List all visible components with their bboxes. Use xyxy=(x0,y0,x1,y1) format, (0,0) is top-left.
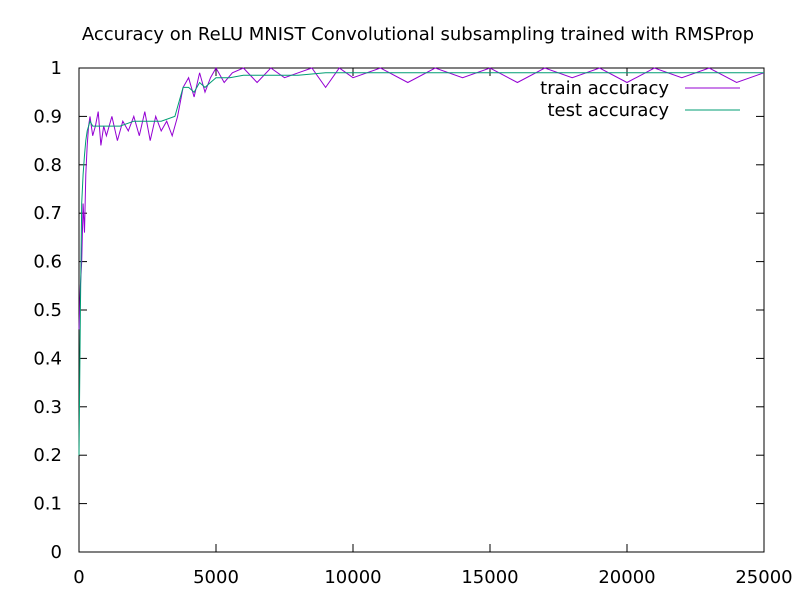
series-lines xyxy=(78,66,765,456)
y-tick-label: 0.4 xyxy=(33,348,62,369)
test-accuracy-line xyxy=(78,72,764,456)
legend-label: test accuracy xyxy=(548,100,670,121)
y-tick-label: 0.9 xyxy=(33,106,62,127)
x-tick-label: 15000 xyxy=(461,567,518,588)
y-tick-label: 0.7 xyxy=(33,203,62,224)
y-tick-label: 0.2 xyxy=(33,445,62,466)
x-tick-label: 20000 xyxy=(598,567,655,588)
axis-ticks: 0 0.1 0.2 0.3 0.4 0.5 0.6 0.7 0.8 0.9 1 0 5000 10000 1… xyxy=(33,58,792,588)
legend-label: train accuracy xyxy=(540,78,669,99)
y-tick-label: 0.8 xyxy=(33,155,62,176)
plot-frame xyxy=(78,67,765,553)
y-tick-label: 0.1 xyxy=(33,494,62,515)
y-tick-label: 0.3 xyxy=(33,397,62,418)
y-tick-label: 0.5 xyxy=(33,300,62,321)
x-tick-label: 0 xyxy=(73,567,84,588)
y-tick-label: 1 xyxy=(51,58,62,79)
chart-title: Accuracy on ReLU MNIST Convolutional sub… xyxy=(82,24,754,45)
x-tick-label: 25000 xyxy=(735,567,792,588)
x-tick-label: 5000 xyxy=(193,567,239,588)
x-tick-label: 10000 xyxy=(324,567,381,588)
y-tick-label: 0 xyxy=(51,542,62,563)
y-tick-label: 0.6 xyxy=(33,252,62,273)
